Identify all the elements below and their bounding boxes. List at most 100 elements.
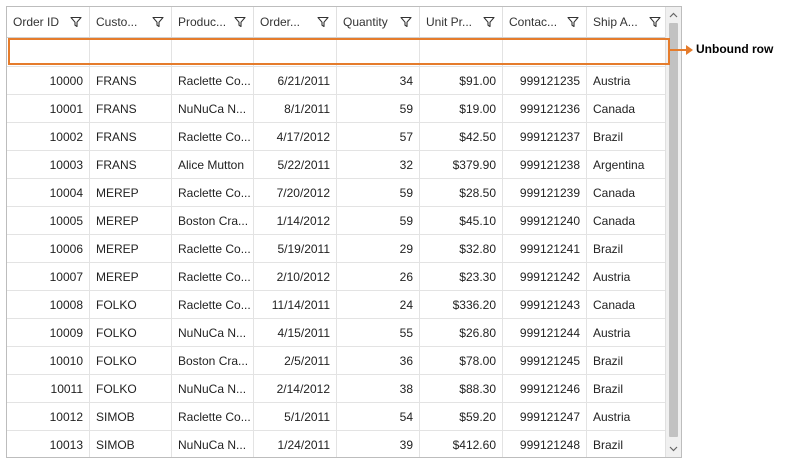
cell-custo[interactable]: MEREP <box>90 179 172 206</box>
filter-icon[interactable] <box>233 15 247 29</box>
table-row[interactable]: 10010 FOLKO Boston Cra... 2/5/2011 36 $78.00 9… <box>7 347 669 375</box>
cell-unit-pr[interactable] <box>420 38 503 66</box>
cell-order-id[interactable]: 10009 <box>7 319 90 346</box>
column-header-7[interactable]: Contac... <box>503 7 587 37</box>
cell-produc[interactable]: Raclette Co... <box>172 235 254 262</box>
table-row[interactable]: 10007 MEREP Raclette Co... 2/10/2012 26 $23.3… <box>7 263 669 291</box>
cell-custo[interactable] <box>90 38 172 66</box>
column-header-1[interactable]: Order ID <box>7 7 90 37</box>
cell-produc[interactable]: Raclette Co... <box>172 67 254 94</box>
cell-produc[interactable]: Raclette Co... <box>172 263 254 290</box>
cell-order-id[interactable]: 10005 <box>7 207 90 234</box>
table-row[interactable]: 10012 SIMOB Raclette Co... 5/1/2011 54 $59.20… <box>7 403 669 431</box>
cell-custo[interactable]: FOLKO <box>90 347 172 374</box>
cell-order[interactable]: 5/22/2011 <box>254 151 337 178</box>
cell-contac[interactable]: 999121241 <box>503 235 587 262</box>
cell-contac[interactable]: 999121235 <box>503 67 587 94</box>
cell-quantity[interactable]: 59 <box>337 179 420 206</box>
column-header-6[interactable]: Unit Pr... <box>420 7 503 37</box>
cell-produc[interactable]: Alice Mutton <box>172 151 254 178</box>
cell-ship-a[interactable]: Canada <box>587 95 669 122</box>
cell-ship-a[interactable]: Argentina <box>587 151 669 178</box>
filter-icon[interactable] <box>566 15 580 29</box>
cell-produc[interactable]: Raclette Co... <box>172 403 254 430</box>
table-row[interactable]: 10006 MEREP Raclette Co... 5/19/2011 29 $32.8… <box>7 235 669 263</box>
cell-unit-pr[interactable]: $19.00 <box>420 95 503 122</box>
cell-produc[interactable]: NuNuCa N... <box>172 319 254 346</box>
cell-ship-a[interactable]: Brazil <box>587 375 669 402</box>
cell-contac[interactable]: 999121240 <box>503 207 587 234</box>
cell-ship-a[interactable]: Canada <box>587 207 669 234</box>
cell-quantity[interactable]: 38 <box>337 375 420 402</box>
cell-ship-a[interactable]: Brazil <box>587 431 669 457</box>
filter-icon[interactable] <box>69 15 83 29</box>
cell-order[interactable]: 6/21/2011 <box>254 67 337 94</box>
column-header-3[interactable]: Produc... <box>172 7 254 37</box>
cell-order-id[interactable]: 10002 <box>7 123 90 150</box>
table-row[interactable]: 10003 FRANS Alice Mutton 5/22/2011 32 $379.90… <box>7 151 669 179</box>
cell-order[interactable]: 11/14/2011 <box>254 291 337 318</box>
cell-custo[interactable]: FRANS <box>90 95 172 122</box>
table-row[interactable]: 10009 FOLKO NuNuCa N... 4/15/2011 55 $26.80 99… <box>7 319 669 347</box>
cell-contac[interactable]: 999121239 <box>503 179 587 206</box>
table-row[interactable]: 10008 FOLKO Raclette Co... 11/14/2011 24 $336… <box>7 291 669 319</box>
scrollbar-thumb[interactable] <box>669 23 678 437</box>
cell-contac[interactable]: 999121243 <box>503 291 587 318</box>
table-row[interactable]: 10000 FRANS Raclette Co... 6/21/2011 34 $91.0… <box>7 67 669 95</box>
table-row[interactable]: 10011 FOLKO NuNuCa N... 2/14/2012 38 $88.30 99… <box>7 375 669 403</box>
cell-unit-pr[interactable]: $88.30 <box>420 375 503 402</box>
cell-order-id[interactable]: 10006 <box>7 235 90 262</box>
cell-order-id[interactable] <box>7 38 90 66</box>
cell-unit-pr[interactable]: $42.50 <box>420 123 503 150</box>
column-header-5[interactable]: Quantity <box>337 7 420 37</box>
cell-quantity[interactable]: 32 <box>337 151 420 178</box>
cell-quantity[interactable]: 57 <box>337 123 420 150</box>
cell-unit-pr[interactable]: $59.20 <box>420 403 503 430</box>
cell-produc[interactable]: Raclette Co... <box>172 179 254 206</box>
table-row[interactable]: 10001 FRANS NuNuCa N... 8/1/2011 59 $19.00 999… <box>7 95 669 123</box>
cell-unit-pr[interactable]: $412.60 <box>420 431 503 457</box>
cell-quantity[interactable]: 39 <box>337 431 420 457</box>
cell-unit-pr[interactable]: $45.10 <box>420 207 503 234</box>
cell-quantity[interactable]: 54 <box>337 403 420 430</box>
cell-unit-pr[interactable]: $91.00 <box>420 67 503 94</box>
cell-ship-a[interactable]: Canada <box>587 179 669 206</box>
cell-custo[interactable]: SIMOB <box>90 431 172 457</box>
cell-custo[interactable]: FRANS <box>90 151 172 178</box>
cell-custo[interactable]: FRANS <box>90 67 172 94</box>
vertical-scrollbar[interactable] <box>665 7 681 457</box>
cell-quantity[interactable]: 59 <box>337 207 420 234</box>
cell-contac[interactable]: 999121236 <box>503 95 587 122</box>
cell-ship-a[interactable]: Canada <box>587 291 669 318</box>
cell-order[interactable]: 2/5/2011 <box>254 347 337 374</box>
cell-order-id[interactable]: 10011 <box>7 375 90 402</box>
table-row[interactable]: 10002 FRANS Raclette Co... 4/17/2012 57 $42.5… <box>7 123 669 151</box>
scroll-down-button[interactable] <box>666 441 681 457</box>
cell-unit-pr[interactable]: $23.30 <box>420 263 503 290</box>
cell-order-id[interactable]: 10013 <box>7 431 90 457</box>
column-header-4[interactable]: Order... <box>254 7 337 37</box>
cell-order-id[interactable]: 10003 <box>7 151 90 178</box>
cell-contac[interactable]: 999121248 <box>503 431 587 457</box>
cell-order[interactable]: 2/10/2012 <box>254 263 337 290</box>
cell-quantity[interactable]: 29 <box>337 235 420 262</box>
filter-icon[interactable] <box>482 15 496 29</box>
cell-ship-a[interactable]: Brazil <box>587 123 669 150</box>
cell-order[interactable] <box>254 38 337 66</box>
cell-produc[interactable]: NuNuCa N... <box>172 375 254 402</box>
cell-contac[interactable]: 999121242 <box>503 263 587 290</box>
cell-produc[interactable]: Raclette Co... <box>172 291 254 318</box>
cell-produc[interactable]: Boston Cra... <box>172 347 254 374</box>
cell-custo[interactable]: SIMOB <box>90 403 172 430</box>
cell-order-id[interactable]: 10012 <box>7 403 90 430</box>
scroll-up-button[interactable] <box>666 7 681 23</box>
cell-ship-a[interactable]: Austria <box>587 67 669 94</box>
cell-ship-a[interactable]: Austria <box>587 403 669 430</box>
cell-custo[interactable]: FOLKO <box>90 375 172 402</box>
cell-order-id[interactable]: 10004 <box>7 179 90 206</box>
cell-produc[interactable] <box>172 38 254 66</box>
column-header-8[interactable]: Ship A... <box>587 7 669 37</box>
cell-quantity[interactable] <box>337 38 420 66</box>
cell-custo[interactable]: FOLKO <box>90 291 172 318</box>
cell-ship-a[interactable]: Austria <box>587 319 669 346</box>
